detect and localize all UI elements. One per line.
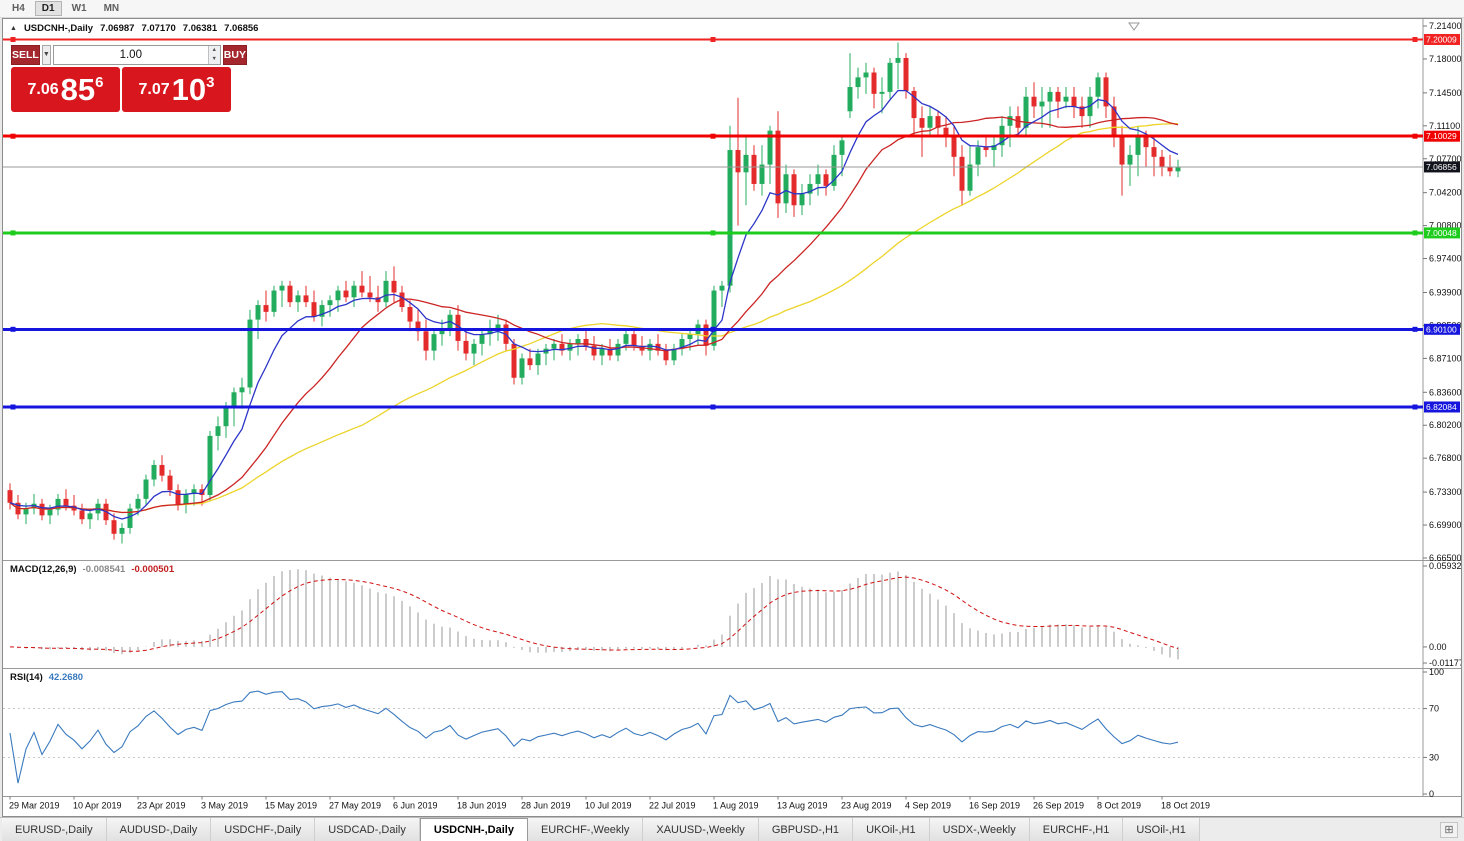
chart-tab-audusd-daily[interactable]: AUDUSD-,Daily	[106, 818, 212, 841]
chart-canvas[interactable]: 7.214007.180007.145007.111007.077007.042…	[3, 19, 1461, 816]
svg-text:6.82084: 6.82084	[1426, 402, 1457, 412]
volume-spinner[interactable]: ▲ ▼	[207, 46, 220, 64]
svg-text:15 May 2019: 15 May 2019	[265, 801, 317, 811]
chart-tab-usdcnh-daily[interactable]: USDCNH-,Daily	[419, 818, 528, 841]
svg-text:0.059323: 0.059323	[1429, 561, 1461, 571]
svg-text:6.80200: 6.80200	[1429, 420, 1461, 430]
chart-tab-bar: EURUSD-,Daily AUDUSD-,Daily USDCHF-,Daily U…	[0, 817, 1464, 841]
sell-button[interactable]: SELL	[11, 45, 40, 65]
svg-text:4 Sep 2019: 4 Sep 2019	[905, 801, 951, 811]
svg-text:6.93900: 6.93900	[1429, 287, 1461, 297]
svg-text:7.07700: 7.07700	[1429, 154, 1461, 164]
svg-text:27 May 2019: 27 May 2019	[329, 801, 381, 811]
svg-text:16 Sep 2019: 16 Sep 2019	[969, 801, 1020, 811]
svg-text:70: 70	[1429, 704, 1439, 714]
svg-text:6.90100: 6.90100	[1426, 324, 1457, 334]
svg-text:1 Aug 2019: 1 Aug 2019	[713, 801, 759, 811]
svg-text:29 Mar 2019: 29 Mar 2019	[9, 801, 60, 811]
volume-dropdown-icon[interactable]: ▼	[41, 45, 51, 65]
tab-list-icon[interactable]: ⊞	[1440, 821, 1458, 838]
buy-button[interactable]: BUY	[222, 45, 247, 65]
sell-price-prefix: 7.06	[27, 80, 59, 98]
buy-price-big: 10	[171, 71, 207, 107]
collapse-panel-icon[interactable]: ▲	[10, 25, 17, 32]
svg-text:28 Jun 2019: 28 Jun 2019	[521, 801, 571, 811]
svg-text:0: 0	[1429, 789, 1434, 799]
svg-text:6.69900: 6.69900	[1429, 520, 1461, 530]
svg-text:-0.0117730: -0.0117730	[1429, 658, 1461, 668]
svg-text:13 Aug 2019: 13 Aug 2019	[777, 801, 828, 811]
timeframe-button-h4[interactable]: H4	[5, 1, 32, 16]
chart-tab-eurchf-weekly[interactable]: EURCHF-,Weekly	[527, 818, 644, 841]
svg-text:10 Apr 2019: 10 Apr 2019	[73, 801, 122, 811]
timeframe-toolbar: H4 D1 W1 MN	[0, 0, 1464, 18]
svg-text:30: 30	[1429, 752, 1439, 762]
timeframe-button-d1[interactable]: D1	[34, 1, 62, 16]
svg-text:22 Jul 2019: 22 Jul 2019	[649, 801, 696, 811]
svg-text:7.14500: 7.14500	[1429, 88, 1461, 98]
svg-text:6.97400: 6.97400	[1429, 254, 1461, 264]
svg-text:6.76800: 6.76800	[1429, 453, 1461, 463]
svg-text:8 Oct 2019: 8 Oct 2019	[1097, 801, 1141, 811]
sell-price-button[interactable]: 7.06 85 6	[11, 67, 120, 112]
svg-text:6.87100: 6.87100	[1429, 353, 1461, 363]
svg-text:6.83600: 6.83600	[1429, 387, 1461, 397]
svg-text:6.73300: 6.73300	[1429, 487, 1461, 497]
svg-text:10 Jul 2019: 10 Jul 2019	[585, 801, 632, 811]
timeframe-button-mn[interactable]: MN	[97, 1, 127, 16]
trade-panel-prices: 7.06 85 6 7.07 10 3	[11, 67, 231, 112]
svg-text:6 Jun 2019: 6 Jun 2019	[393, 801, 438, 811]
chart-tab-ukoil-h1[interactable]: UKOil-,H1	[853, 818, 930, 841]
svg-text:7.06856: 7.06856	[1426, 162, 1457, 172]
chart-tab-eurchf-h1[interactable]: EURCHF-,H1	[1029, 818, 1124, 841]
chart-tab-usoil-h1[interactable]: USOil-,H1	[1123, 818, 1200, 841]
svg-text:7.04200: 7.04200	[1429, 188, 1461, 198]
chart-tab-usdcad-daily[interactable]: USDCAD-,Daily	[315, 818, 420, 841]
svg-text:100: 100	[1429, 667, 1444, 677]
svg-text:7.00800: 7.00800	[1429, 221, 1461, 231]
chart-tab-gbpusd-h1[interactable]: GBPUSD-,H1	[758, 818, 854, 841]
svg-text:7.10029: 7.10029	[1426, 131, 1457, 141]
svg-text:18 Oct 2019: 18 Oct 2019	[1161, 801, 1210, 811]
svg-text:3 May 2019: 3 May 2019	[201, 801, 248, 811]
chart-tab-xauusd-weekly[interactable]: XAUUSD-,Weekly	[643, 818, 759, 841]
svg-text:26 Sep 2019: 26 Sep 2019	[1033, 801, 1084, 811]
svg-text:7.21400: 7.21400	[1429, 21, 1461, 31]
chart-tab-usdchf-daily[interactable]: USDCHF-,Daily	[211, 818, 316, 841]
buy-price-prefix: 7.07	[138, 80, 170, 98]
svg-text:0.00: 0.00	[1429, 642, 1447, 652]
chart-window: 7.21400 7.18000 7.14500 7.11100 7.07700 7.042…	[2, 18, 1462, 817]
one-click-trading-panel: SELL ▼ ▲ ▼ BUY 7.06 85 6 7.07 10 3	[11, 45, 247, 112]
chart-tab-usdx-weekly[interactable]: USDX-,Weekly	[929, 818, 1030, 841]
svg-text:6.66500: 6.66500	[1429, 553, 1461, 563]
svg-text:7.00048: 7.00048	[1426, 228, 1457, 238]
svg-text:7.18000: 7.18000	[1429, 54, 1461, 64]
buy-price-button[interactable]: 7.07 10 3	[122, 67, 231, 112]
svg-text:18 Jun 2019: 18 Jun 2019	[457, 801, 507, 811]
spin-up-icon[interactable]: ▲	[208, 46, 220, 55]
spin-down-icon[interactable]: ▼	[208, 55, 220, 64]
sell-price-big: 85	[60, 71, 96, 107]
buy-price-sup: 3	[206, 73, 215, 91]
svg-text:7.11100: 7.11100	[1429, 121, 1460, 131]
sell-price-sup: 6	[95, 73, 104, 91]
svg-text:23 Aug 2019: 23 Aug 2019	[841, 801, 892, 811]
trade-panel-controls: SELL ▼ ▲ ▼ BUY	[11, 45, 247, 65]
volume-input[interactable]	[53, 46, 208, 64]
timeframe-button-w1[interactable]: W1	[65, 1, 94, 16]
chart-tab-eurusd-daily[interactable]: EURUSD-,Daily	[2, 818, 107, 841]
svg-text:7.20009: 7.20009	[1426, 34, 1457, 44]
svg-text:23 Apr 2019: 23 Apr 2019	[137, 801, 186, 811]
volume-field: ▲ ▼	[52, 45, 221, 65]
